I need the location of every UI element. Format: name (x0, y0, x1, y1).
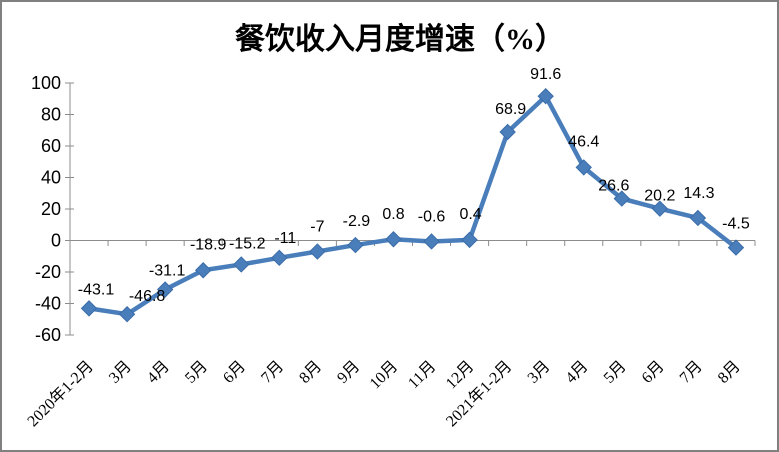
x-tick-label: 9月 (334, 358, 363, 387)
data-point-label: 0.4 (459, 206, 481, 223)
x-tick-label: 8月 (715, 358, 744, 387)
data-point-marker (499, 123, 516, 141)
data-point-marker (156, 281, 174, 298)
data-point-label: -43.1 (78, 281, 115, 298)
data-point-label: 20.2 (644, 188, 675, 205)
data-point-label: 68.9 (495, 101, 526, 118)
x-tick-label: 11月 (405, 358, 439, 392)
data-point-label: 46.4 (568, 133, 599, 150)
x-tick-label: 10月 (367, 358, 402, 393)
x-tick-label: 7月 (258, 358, 287, 387)
data-point-label: -0.6 (418, 208, 446, 225)
data-point-label: -18.9 (190, 236, 227, 253)
data-point-marker (271, 249, 288, 267)
data-point-marker (651, 200, 669, 217)
x-tick-label: 6月 (220, 358, 249, 387)
data-point-marker (423, 233, 440, 250)
data-point-marker (385, 231, 402, 248)
data-point-marker (309, 243, 326, 260)
data-labels: -43.1 -46.8 -31.1-18.9 -15.2 -11 -7 -2.9 0.8 -0.… (78, 66, 750, 305)
data-point-marker (575, 159, 592, 176)
data-point-marker (80, 300, 98, 317)
data-point-label: -46.8 (129, 288, 166, 305)
x-tick-label: 12月 (443, 358, 478, 393)
data-point-marker (689, 209, 707, 227)
x-tick-label: 3月 (106, 358, 135, 387)
data-point-marker (194, 262, 212, 279)
y-tick-label: 60 (41, 136, 61, 156)
y-tick-label: 100 (31, 73, 61, 93)
data-point-label: -11 (274, 230, 296, 247)
x-tick-label: 5月 (601, 358, 630, 387)
data-point-marker (727, 239, 745, 256)
data-point-label: 0.8 (382, 206, 404, 223)
data-point-label: 26.6 (598, 178, 629, 195)
data-point-label: 14.3 (683, 185, 714, 202)
x-tick-label: 2020年1-2月 (24, 357, 97, 430)
data-point-label: -4.5 (722, 216, 750, 233)
x-tick-label: 5月 (182, 358, 211, 387)
y-tick-label: -20 (35, 262, 61, 282)
x-tick-label: 8月 (296, 358, 325, 387)
series-line (86, 93, 739, 317)
data-point-marker (461, 231, 478, 249)
data-point-label: 91.6 (530, 66, 561, 83)
data-point-label: -7 (310, 219, 324, 236)
series-path (86, 93, 739, 317)
x-tick-label: 2021年1-2月 (442, 357, 515, 430)
x-tick-label: 7月 (677, 358, 706, 387)
y-tick-label: 0 (51, 231, 61, 251)
x-axis-labels: 2020年1-2月 3月 4月 5月 6月 7月 8月 9月 10月 11月 12月2021年1-2… (24, 357, 744, 430)
data-point-marker (347, 236, 364, 254)
x-tick-label: 4月 (563, 358, 592, 387)
data-point-marker (613, 190, 631, 207)
y-tick-label: 20 (41, 199, 61, 219)
data-point-label: -15.2 (229, 235, 266, 252)
x-tick-label: 3月 (525, 358, 554, 387)
y-tick-label: 80 (41, 105, 61, 125)
data-point-marker (233, 256, 250, 273)
y-axis-labels: 100 80 60 40 20 0 -20 -40 -60 (31, 73, 61, 345)
data-point-label: -31.1 (149, 262, 186, 279)
chart-title: 餐饮收入月度增速（%） (235, 22, 565, 56)
x-tick-label: 6月 (639, 358, 668, 387)
y-tick-label: 40 (41, 168, 61, 188)
x-tick-label: 4月 (144, 358, 173, 387)
data-point-label: -2.9 (343, 213, 371, 230)
data-point-marker (118, 306, 136, 323)
data-point-marker (537, 88, 554, 105)
y-tick-label: -60 (35, 325, 61, 345)
series-markers (80, 88, 745, 323)
axes (65, 82, 756, 336)
y-tick-label: -40 (35, 294, 61, 314)
